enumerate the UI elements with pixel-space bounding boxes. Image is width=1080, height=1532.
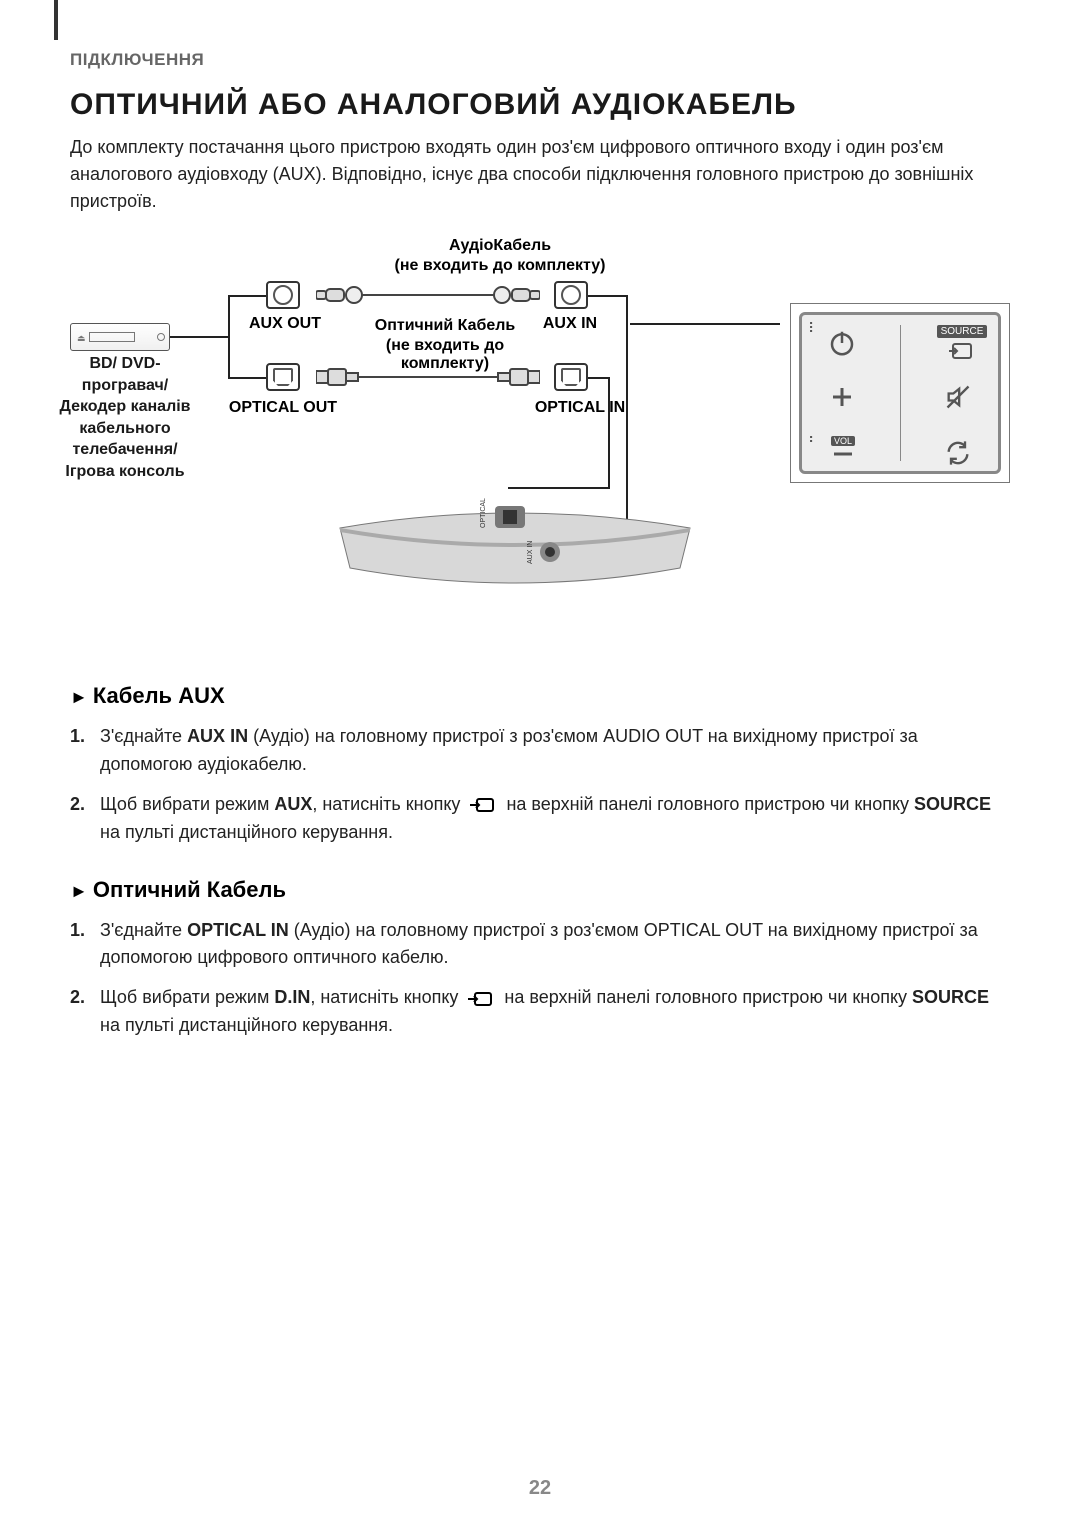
step-number: 1. (70, 917, 85, 945)
step-text: Щоб вибрати режим (100, 794, 274, 814)
step-bold: OPTICAL IN (187, 920, 289, 940)
source-inline-icon (467, 989, 495, 1009)
audio-cable-icon (316, 285, 540, 305)
step-text: на верхній панелі головного пристрою чи … (501, 794, 914, 814)
power-icon (820, 321, 864, 365)
step-text: , натисніть кнопку (310, 987, 463, 1007)
label-optical-cable: Оптичний Кабель (360, 317, 530, 335)
step-text: Щоб вибрати режим (100, 987, 274, 1007)
connector-line (228, 377, 266, 379)
manual-page: ПІДКЛЮЧЕННЯ ОПТИЧНИЙ АБО АНАЛОГОВИЙ АУДІ… (0, 0, 1080, 1532)
optical-in-port-icon (554, 363, 588, 391)
optical-cable-icon (316, 367, 540, 387)
braille-dots-icon: ⠆ (808, 435, 818, 441)
step-text: З'єднайте (100, 920, 187, 940)
page-number: 22 (529, 1477, 551, 1500)
connection-diagram: АудіоКабель (не входить до комплекту) AU… (70, 243, 1010, 643)
vol-down-icon: VOL (808, 427, 878, 471)
soundbar-aux-label: AUX IN (527, 541, 534, 564)
source-button-icon: SOURCE (940, 317, 984, 371)
connector-line (228, 295, 230, 377)
braille-dots-icon: ⠇ (808, 325, 818, 331)
connector-line (228, 295, 266, 297)
label-aux-in: AUX IN (530, 315, 610, 333)
connector-line (608, 377, 610, 487)
step-bold: AUX (274, 794, 312, 814)
connector-line (588, 295, 628, 297)
source-inline-icon (469, 795, 497, 815)
step-number: 2. (70, 984, 85, 1012)
connector-line (630, 323, 780, 325)
step-bold: AUX IN (187, 726, 248, 746)
label-not-included-1: (не входить до комплекту) (370, 257, 630, 275)
step-text: на пульті дистанційного керування. (100, 822, 393, 842)
list-item: 2. Щоб вибрати режим D.IN, натисніть кно… (70, 984, 1010, 1040)
intro-paragraph: До комплекту постачання цього пристрою в… (70, 134, 1010, 215)
aux-heading: Кабель AUX (70, 683, 1010, 709)
aux-steps: 1. З'єднайте AUX IN (Аудіо) на головному… (70, 723, 1010, 847)
source-device-label: BD/ DVD-програвач/ Декодер каналів кабел… (50, 353, 200, 483)
remote-icon: SOURCE VOL ⠇ (790, 303, 1010, 483)
optical-steps: 1. З'єднайте OPTICAL IN (Аудіо) на голов… (70, 917, 1010, 1041)
label-audio-cable: АудіоКабель (370, 237, 630, 255)
step-number: 2. (70, 791, 85, 819)
list-item: 1. З'єднайте OPTICAL IN (Аудіо) на голов… (70, 917, 1010, 973)
step-bold: SOURCE (912, 987, 989, 1007)
mute-icon (936, 375, 980, 419)
soundbar-icon: OPTICAL IN AUX IN (330, 498, 700, 588)
section-label: ПІДКЛЮЧЕННЯ (70, 50, 1010, 70)
optical-heading: Оптичний Кабель (70, 877, 1010, 903)
list-item: 2. Щоб вибрати режим AUX, натисніть кноп… (70, 791, 1010, 847)
connector-line (588, 377, 610, 379)
list-item: 1. З'єднайте AUX IN (Аудіо) на головному… (70, 723, 1010, 779)
step-text: на верхній панелі головного пристрою чи … (499, 987, 912, 1007)
source-device-icon: ⏏ (70, 323, 170, 351)
step-text: З'єднайте (100, 726, 187, 746)
step-text: , натисніть кнопку (312, 794, 465, 814)
aux-in-jack-icon (554, 281, 588, 309)
page-title: ОПТИЧНИЙ АБО АНАЛОГОВИЙ АУДІОКАБЕЛЬ (70, 88, 1010, 122)
connector-line (508, 487, 610, 489)
step-number: 1. (70, 723, 85, 751)
step-bold: SOURCE (914, 794, 991, 814)
connector-line (170, 336, 230, 338)
aux-out-jack-icon (266, 281, 300, 309)
page-marker (54, 0, 58, 40)
label-optical-out: OPTICAL OUT (218, 399, 348, 417)
label-optical-in: OPTICAL IN (520, 399, 640, 417)
vol-up-icon (820, 375, 864, 419)
repeat-icon (936, 431, 980, 475)
step-bold: D.IN (274, 987, 310, 1007)
soundbar-optical-label: OPTICAL IN (480, 498, 487, 528)
label-aux-out: AUX OUT (240, 315, 330, 333)
optical-out-port-icon (266, 363, 300, 391)
step-text: на пульті дистанційного керування. (100, 1015, 393, 1035)
